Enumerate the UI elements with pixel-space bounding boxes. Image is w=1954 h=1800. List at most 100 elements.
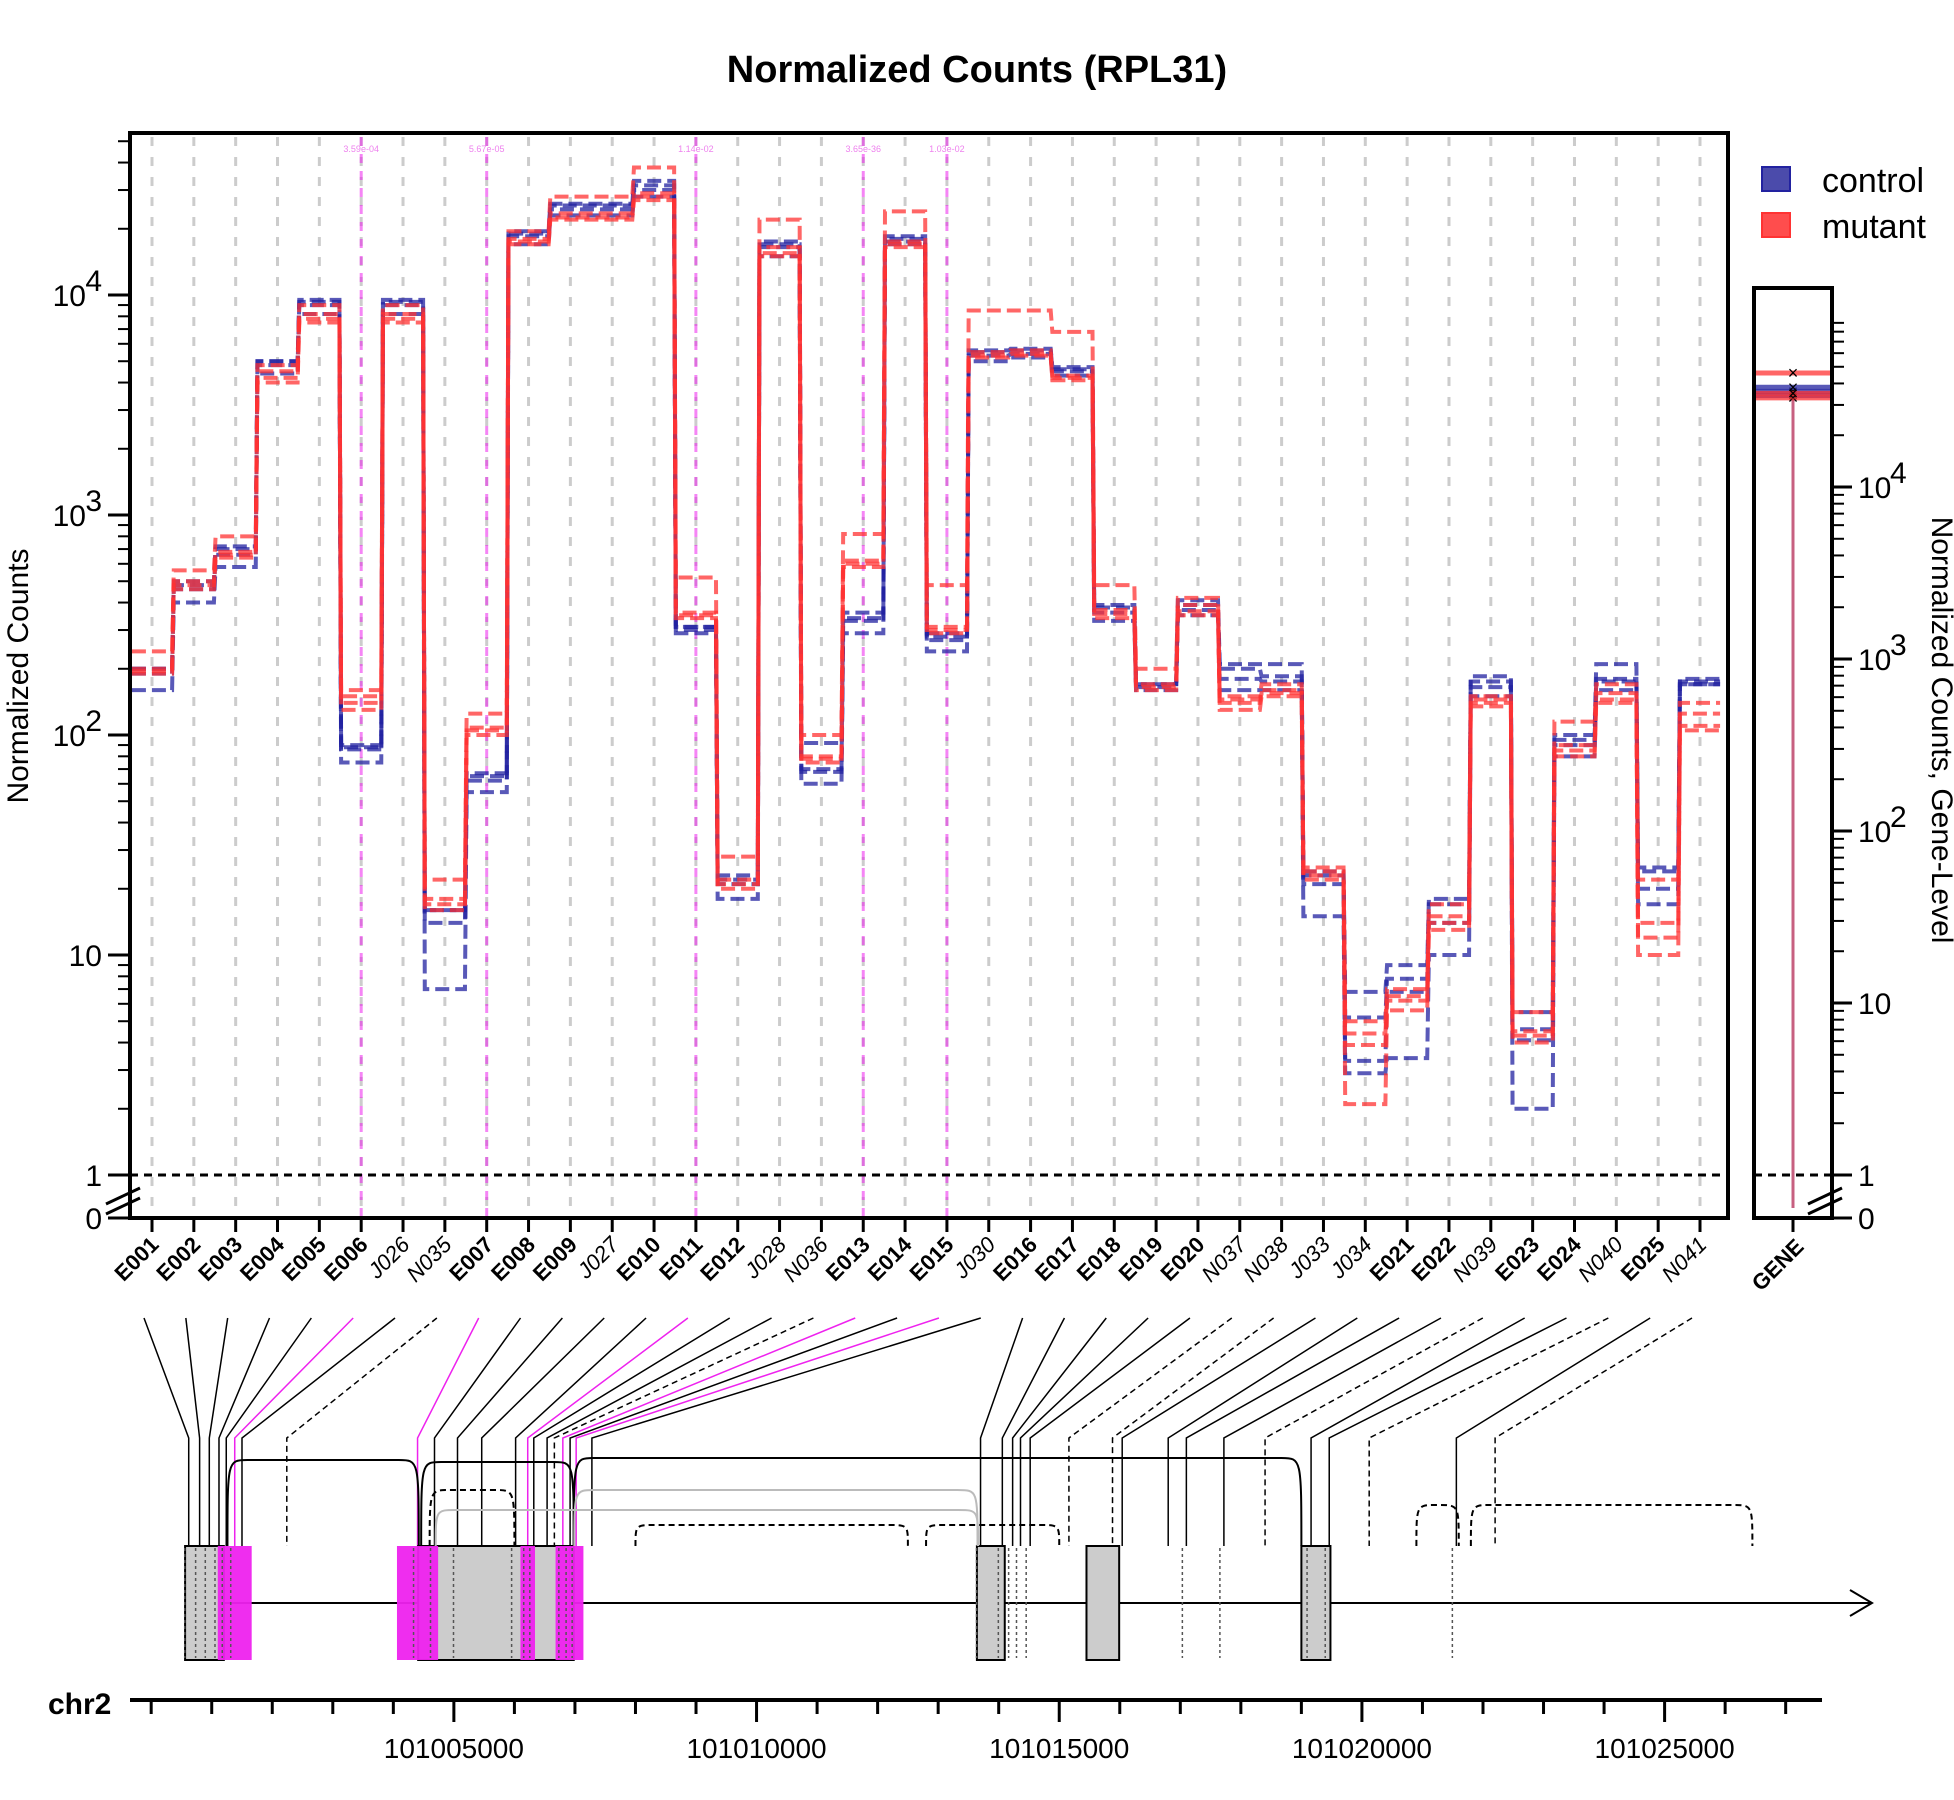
sig-exon-span-e006 <box>217 1546 252 1660</box>
feature-label-e001: E001 <box>110 1232 164 1286</box>
feature-label-n037: N037 <box>1196 1231 1251 1286</box>
splice-arc-6 <box>434 1509 980 1547</box>
feature-label-n038: N038 <box>1238 1231 1293 1286</box>
feature-label-j030: J030 <box>948 1231 1001 1284</box>
y-tick-label-1: 1 <box>85 1160 102 1193</box>
ruler-label-101015000: 101015000 <box>989 1733 1129 1764</box>
axis-break-mark <box>105 1196 141 1216</box>
feature-label-e013: E013 <box>821 1232 875 1286</box>
splice-arc-8 <box>925 1524 1061 1547</box>
legend-label-control: control <box>1822 162 1924 200</box>
y-tick-exp-100: 2 <box>85 705 102 738</box>
genomic-ruler: 101005000 101010000 101015000 101020000 1010… <box>130 1698 1822 1764</box>
feature-labels: E001E002E003E004E005E006J026N035E007E008… <box>110 1231 1712 1286</box>
feature-label-e009: E009 <box>528 1232 582 1286</box>
grid-lines <box>150 137 1702 1218</box>
gene-y-tick-label-1000: 10 <box>1858 644 1891 677</box>
chart-title: Normalized Counts (RPL31) <box>727 49 1227 91</box>
splice-arc-4 <box>572 1457 1303 1547</box>
feature-label-e008: E008 <box>486 1232 540 1286</box>
feature-label-e011: E011 <box>654 1232 707 1285</box>
gene-y-tick-label-0: 0 <box>1858 1203 1875 1236</box>
connector-n041 <box>1494 1317 1693 1546</box>
ruler-label-101025000: 101025000 <box>1595 1733 1735 1764</box>
feature-label-n035: N035 <box>402 1231 457 1286</box>
feature-label-e021: E021 <box>1365 1232 1419 1286</box>
feature-label-e004: E004 <box>235 1231 290 1286</box>
splice-arc-1 <box>226 1459 420 1547</box>
series-line-control-2 <box>131 183 1721 1032</box>
feature-label-n040: N040 <box>1573 1231 1628 1286</box>
splice-arc-5 <box>573 1489 979 1547</box>
series-line-mutant-7 <box>131 165 1721 1024</box>
gene-y-tick-label-100: 10 <box>1858 816 1891 849</box>
connector-n039 <box>1264 1317 1484 1546</box>
sig-exon-span-e007 <box>396 1546 439 1660</box>
y-tick-label-1000: 10 <box>53 500 86 533</box>
connector-e005 <box>225 1317 312 1546</box>
axis-break-mark <box>105 1186 141 1206</box>
connector-e002 <box>185 1317 201 1546</box>
connector-e017 <box>1001 1317 1066 1546</box>
y-tick-label-0: 0 <box>85 1203 102 1236</box>
feature-label-e012: E012 <box>695 1232 749 1286</box>
exon-block-1 <box>184 1545 225 1661</box>
feature-label-j034: J034 <box>1325 1232 1377 1284</box>
pvalue-label-e007: 5.67e-05 <box>469 144 505 154</box>
y-tick-label-100: 10 <box>53 720 86 753</box>
y-tick-label-10: 10 <box>69 940 102 973</box>
connector-e008 <box>433 1317 522 1546</box>
feature-label-e010: E010 <box>612 1232 666 1286</box>
feature-label-e005: E005 <box>277 1232 331 1286</box>
gene-level-mutant-mark: × <box>1788 383 1799 403</box>
y-axis-title: Normalized Counts <box>2 548 35 803</box>
sig-exon-span-e013 <box>555 1546 571 1660</box>
gene-level-control-mark: × <box>1788 377 1799 397</box>
connector-n037 <box>1068 1317 1233 1546</box>
strand-arrow <box>1849 1589 1874 1617</box>
y-tick-exp-1000: 3 <box>85 485 102 518</box>
connector-j034 <box>1167 1317 1358 1546</box>
exon-block-4 <box>1085 1545 1121 1661</box>
gene-level-mutant-mark: × <box>1788 363 1799 383</box>
connector-e018 <box>1011 1317 1107 1546</box>
connector-e014 <box>569 1317 898 1546</box>
ruler-label-101020000: 101020000 <box>1292 1733 1432 1764</box>
feature-label-e015: E015 <box>904 1232 958 1286</box>
connector-e003 <box>208 1317 229 1546</box>
legend: control mutant <box>1761 162 1926 246</box>
sig-exon-span-e011 <box>520 1546 535 1660</box>
feature-label-n036: N036 <box>778 1231 833 1286</box>
connector-n036 <box>553 1317 814 1546</box>
pvalue-label-e013: 3.65e-36 <box>845 144 881 154</box>
connector-e007 <box>416 1317 480 1546</box>
connector-e001 <box>143 1317 190 1546</box>
connector-j030 <box>591 1317 981 1546</box>
gene-y-tick-label-10000: 10 <box>1858 472 1891 505</box>
gene-level-lines: ×××××× <box>1754 363 1832 1208</box>
feature-label-e016: E016 <box>988 1232 1042 1286</box>
feature-label-n041: N041 <box>1657 1232 1712 1287</box>
feature-label-j027: J027 <box>572 1231 625 1284</box>
feature-label-e014: E014 <box>863 1231 918 1286</box>
pvalue-annotations: 3.59e-04 5.67e-05 1.14e-02 3.65e-36 1.03e-02 <box>343 137 965 1218</box>
main-plot-area: 3.59e-04 5.67e-05 1.14e-02 3.65e-36 1.03e-02… <box>2 131 1730 1236</box>
connector-e023 <box>1310 1317 1526 1546</box>
chromosome-label: chr2 <box>48 1688 111 1721</box>
connector-n040 <box>1368 1317 1609 1546</box>
gene-y-tick-exp-100: 2 <box>1890 801 1907 834</box>
feature-label-e023: E023 <box>1490 1232 1544 1286</box>
y-tick-exp-10000: 4 <box>85 265 102 298</box>
legend-label-mutant: mutant <box>1822 208 1926 246</box>
series-line-mutant-6 <box>131 191 1721 1036</box>
feature-label-e018: E018 <box>1072 1232 1126 1286</box>
feature-label-e006: E006 <box>319 1232 373 1286</box>
splice-junction-arcs <box>226 1457 1754 1547</box>
feature-label-e017: E017 <box>1030 1232 1084 1286</box>
gene-axis-break <box>1807 1186 1843 1206</box>
series-lines <box>131 165 1721 1111</box>
